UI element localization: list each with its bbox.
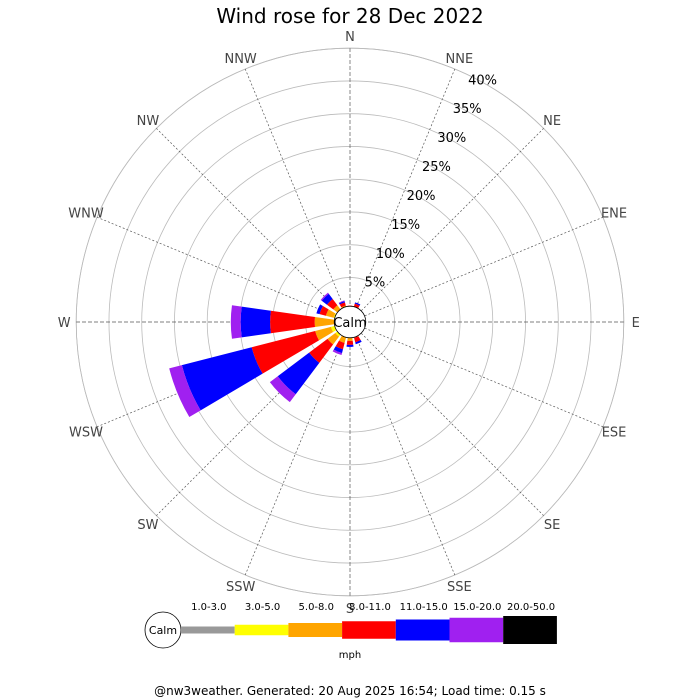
direction-label-wnw: WNW (68, 207, 104, 222)
tick-label-20: 20% (407, 189, 436, 204)
calm-center: Calm (333, 305, 367, 339)
legend-swatch-0 (181, 626, 235, 634)
direction-label-n: N (345, 30, 355, 45)
direction-label-se: SE (544, 518, 560, 533)
petal-sw-bin-3 (309, 338, 334, 363)
petal-wsw-bin-2 (315, 326, 334, 341)
tick-label-25: 25% (422, 160, 451, 175)
calm-label: Calm (333, 316, 366, 331)
direction-label-nnw: NNW (224, 52, 256, 67)
tick-label-30: 30% (437, 131, 466, 146)
direction-label-sw: SW (137, 518, 158, 533)
direction-label-ese: ESE (602, 425, 627, 440)
spoke-ene (349, 216, 604, 323)
petal-w-bin-4 (240, 306, 271, 338)
petal-nw-bin-3 (326, 298, 338, 310)
legend-bin-label-6: 20.0-50.0 (507, 602, 555, 613)
petal-sse-bin-3 (354, 336, 361, 343)
petal-wnw-bin-3 (319, 305, 329, 316)
petal-nnw-bin-5 (338, 300, 345, 304)
legend-swatch-6 (503, 616, 557, 644)
direction-label-ene: ENE (601, 207, 627, 222)
legend-swatch-1 (234, 624, 289, 636)
calm-circle (333, 305, 367, 339)
petal-sw-bin-2 (327, 333, 339, 345)
petal-wnw-bin-4 (316, 304, 323, 315)
direction-label-sse: SSE (447, 580, 472, 595)
legend-bin-label-4: 11.0-15.0 (400, 602, 448, 613)
petal-wnw-bin-2 (325, 309, 336, 318)
legend-swatch-4 (395, 619, 450, 641)
petal-wsw-bin-3 (251, 330, 319, 374)
tick-label-10: 10% (376, 247, 405, 262)
petal-wsw-bin-4 (181, 347, 263, 411)
spoke-se (349, 321, 544, 516)
legend-calm-label: Calm (149, 624, 177, 637)
direction-label-w: W (58, 316, 71, 331)
legend-bin-label-2: 5.0-8.0 (299, 602, 334, 613)
legend-swatch-3 (342, 621, 396, 639)
petal-w-bin-5 (230, 305, 242, 339)
petal-nw-bin-4 (321, 293, 333, 305)
petal-nne-bin-4 (354, 302, 361, 306)
legend-bin-label-0: 1.0-3.0 (191, 602, 226, 613)
tick-label-15: 15% (391, 218, 420, 233)
grid-circle-30 (141, 113, 559, 531)
chart-title: Wind rose for 28 Dec 2022 (216, 4, 484, 28)
petal-nw-bin-5 (320, 292, 329, 301)
direction-label-nw: NW (137, 114, 160, 129)
petal-nnw-bin-3 (339, 302, 346, 308)
legend-unit-label: mph (339, 650, 361, 661)
speed-legend: Calm 1.0-3.0 3.0-5.0 5.0-8.0 8.0-11.0 11.0-15… (144, 602, 557, 661)
petal-s-bin-3 (346, 340, 354, 345)
direction-label-wsw: WSW (69, 425, 103, 440)
tick-label-35: 35% (453, 102, 482, 117)
legend-bin-label-1: 3.0-5.0 (245, 602, 280, 613)
spoke-ne (349, 128, 544, 323)
grid-circle-20 (206, 178, 494, 466)
legend-swatch-5 (449, 617, 504, 643)
spoke-sse (349, 321, 456, 576)
petal-ssw-bin-5 (332, 349, 343, 355)
legend-bin-label-5: 15.0-20.0 (453, 602, 501, 613)
radial-tick-labels: 5% 10% 15% 20% 25% 30% 35% 40% (365, 73, 497, 290)
petal-w-bin-3 (270, 310, 315, 334)
spoke-ese (349, 321, 604, 428)
petal-w-bin-2 (314, 317, 335, 327)
direction-label-nne: NNE (446, 52, 474, 67)
wind-petals (169, 292, 364, 418)
petal-wsw-bin-5 (169, 365, 201, 418)
direction-label-ne: NE (543, 114, 561, 129)
direction-label-e: E (632, 316, 640, 331)
petal-nnw-bin-4 (338, 301, 345, 305)
petal-ssw-bin-3 (335, 340, 345, 350)
spoke-nw (156, 128, 351, 323)
direction-label-s: S (346, 602, 354, 617)
petal-sw-bin-5 (269, 376, 296, 403)
spoke-nne (349, 68, 456, 323)
spoke-nnw (244, 68, 351, 323)
direction-label-ssw: SSW (226, 580, 256, 595)
petal-sse-bin-4 (355, 340, 362, 345)
legend-swatch-2 (288, 623, 343, 637)
tick-label-40: 40% (468, 73, 497, 88)
tick-label-5: 5% (365, 276, 386, 291)
petal-s-bin-4 (346, 344, 354, 347)
direction-labels: N NNE NE ENE E ESE SE SSE S SSW SW WSW W WNW NW NNW (58, 30, 640, 617)
footer-credit: @nw3weather. Generated: 20 Aug 2025 16:5… (154, 684, 546, 698)
petal-ssw-bin-4 (333, 346, 343, 354)
petal-sw-bin-4 (277, 352, 320, 395)
legend-bin-label-3: 8.0-11.0 (349, 602, 391, 613)
spoke-wnw (96, 216, 351, 323)
spoke-ssw (244, 321, 351, 576)
